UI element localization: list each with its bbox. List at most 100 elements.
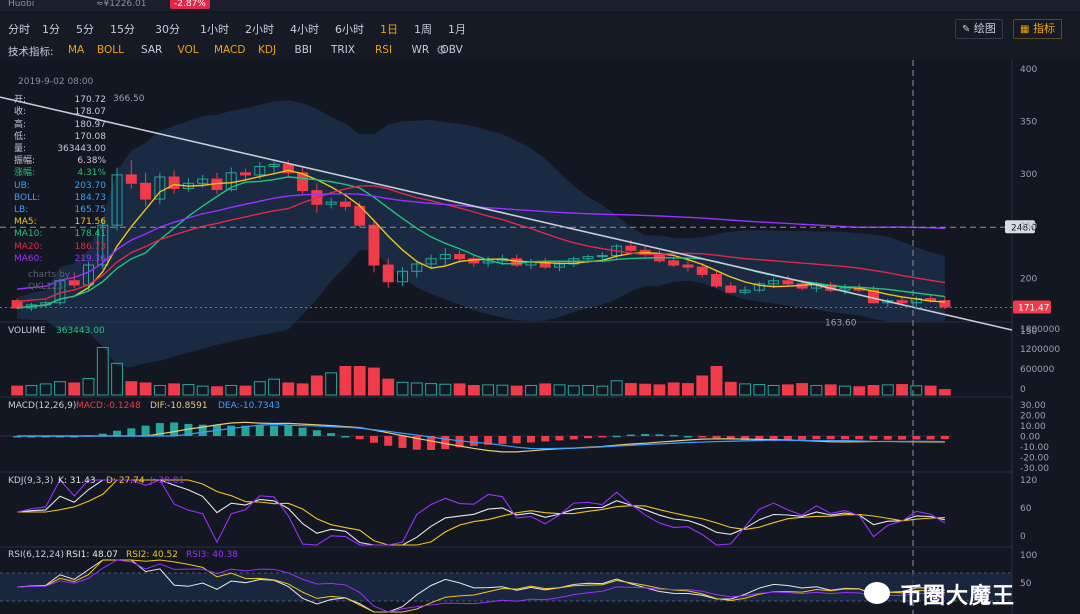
timeframe-5[interactable]: 1小时 [200, 23, 229, 36]
volume-bar [553, 384, 566, 396]
rsi3-line [17, 559, 945, 613]
ma5-line [17, 169, 945, 309]
macd-histogram-bar [641, 434, 650, 436]
macd-histogram-bar [427, 436, 436, 450]
candle-body [582, 256, 594, 260]
indicator-label: 指标 [1032, 22, 1055, 35]
info-value: 170.72 [74, 95, 107, 106]
volume-bar [282, 382, 295, 396]
j-value: J: 38.81 [149, 476, 184, 486]
indicator-rsi[interactable]: RSI [375, 44, 393, 56]
timeframe-8[interactable]: 6小时 [335, 23, 364, 36]
candle-body [939, 300, 951, 308]
settings-gear-icon[interactable]: ⚙ [436, 43, 447, 57]
candle-body [140, 182, 152, 200]
macd-histogram-bar [598, 436, 607, 438]
indicator-macd[interactable]: MACD [214, 44, 246, 56]
volume-bar [96, 347, 109, 396]
volume-label: VOLUME [8, 326, 46, 336]
timeframe-6[interactable]: 2小时 [245, 23, 274, 36]
timeframe-4[interactable]: 30分 [155, 23, 180, 36]
candle-body [339, 201, 351, 207]
j-line [17, 479, 946, 546]
price-tick: 350 [1020, 117, 1037, 127]
indicator-wr[interactable]: WR [411, 44, 430, 56]
candle-body [425, 258, 437, 265]
macd-histogram-bar [512, 436, 521, 444]
macd-histogram-bar [712, 436, 721, 439]
indicator-vol[interactable]: VOL [177, 44, 199, 56]
max-price-label: 366.50 [113, 94, 145, 104]
indicator-sar[interactable]: SAR [141, 44, 163, 56]
macd-histogram-bar [626, 434, 635, 437]
candle-body [154, 176, 166, 200]
macd-histogram-bar [883, 436, 892, 440]
timeframe-2[interactable]: 5分 [76, 23, 94, 36]
macd-histogram-bar [798, 436, 807, 440]
volume-bar [610, 380, 623, 396]
macd-histogram-bar [683, 436, 692, 438]
indicator-boll[interactable]: BOLL [97, 44, 124, 56]
k-value: K: 31.43 [58, 476, 96, 486]
macd-histogram-bar [541, 436, 550, 442]
info-value: 165.75 [74, 205, 107, 216]
macd-histogram-bar [840, 436, 849, 440]
macd-histogram-bar [255, 425, 264, 436]
timeframe-10[interactable]: 1周 [414, 23, 432, 36]
candle-body [782, 280, 794, 285]
info-value: 170.08 [74, 131, 107, 142]
candle-body [382, 264, 394, 283]
ticker-bar: Huobi ≈¥1226.01 -2.87% [0, 0, 1080, 11]
macd-histogram-bar [227, 425, 236, 436]
timeframe-3[interactable]: 15分 [110, 23, 135, 36]
info-key: 量: [14, 144, 27, 155]
candle-body [125, 174, 137, 184]
volume-bar [68, 382, 81, 396]
info-value: 203.70 [74, 180, 107, 191]
cny-price: ≈¥1226.01 [96, 0, 147, 9]
volume-bar [396, 381, 409, 396]
indicator-button[interactable]: ▦ 指标 [1013, 19, 1062, 39]
indicator-kdj[interactable]: KDJ [258, 44, 277, 56]
macd-histogram-bar [926, 436, 935, 440]
info-value: 4.31% [77, 168, 106, 179]
timeframe-0[interactable]: 分时 [8, 23, 30, 36]
volume-bar [111, 362, 123, 396]
chart-canvas[interactable]: 248.0 171.47 366.50 163.60 400 350 300 250 200 1… [0, 60, 1080, 614]
candle-body [454, 254, 466, 260]
volume-bar [896, 384, 908, 396]
rsi-label: RSI(6,12,24) [8, 550, 64, 560]
volume-bar [753, 384, 766, 396]
macd-histogram-bar [13, 436, 22, 438]
timeframe-7[interactable]: 4小时 [290, 23, 319, 36]
macd-histogram-bar [940, 436, 949, 440]
indicator-obv[interactable]: OBV [440, 44, 463, 56]
indicator-ma[interactable]: MA [68, 44, 85, 56]
volume-bar [482, 384, 495, 396]
timeframe-9[interactable]: 1日 [380, 23, 398, 36]
macd-histogram-bar [698, 436, 707, 438]
candle-body [68, 280, 80, 286]
candle-body [668, 260, 680, 266]
volume-bar [639, 383, 652, 396]
candle-body [325, 201, 337, 205]
volume-bar [82, 378, 95, 396]
draw-button[interactable]: ✎ 绘图 [955, 19, 1003, 39]
volume-bar [25, 385, 38, 396]
indicator-trix[interactable]: TRIX [331, 44, 355, 56]
candle-body [168, 176, 180, 190]
timeframe-1[interactable]: 1分 [42, 23, 60, 36]
wechat-icon [864, 582, 890, 604]
volume-bar [767, 385, 780, 396]
timeframe-11[interactable]: 1月 [448, 23, 466, 36]
volume-bar [239, 385, 252, 396]
macd-tick: 0.00 [1020, 433, 1040, 443]
info-key: MA20: [14, 241, 43, 252]
info-row: 低: 170.08 [14, 131, 106, 143]
info-key: MA5: [14, 217, 37, 228]
macd-histogram-bar [27, 436, 36, 438]
macd-histogram-bar [584, 436, 593, 439]
dif-value: DIF:-10.8591 [150, 401, 208, 411]
macd-histogram-bar [298, 427, 307, 436]
indicator-bbi[interactable]: BBI [294, 44, 313, 56]
